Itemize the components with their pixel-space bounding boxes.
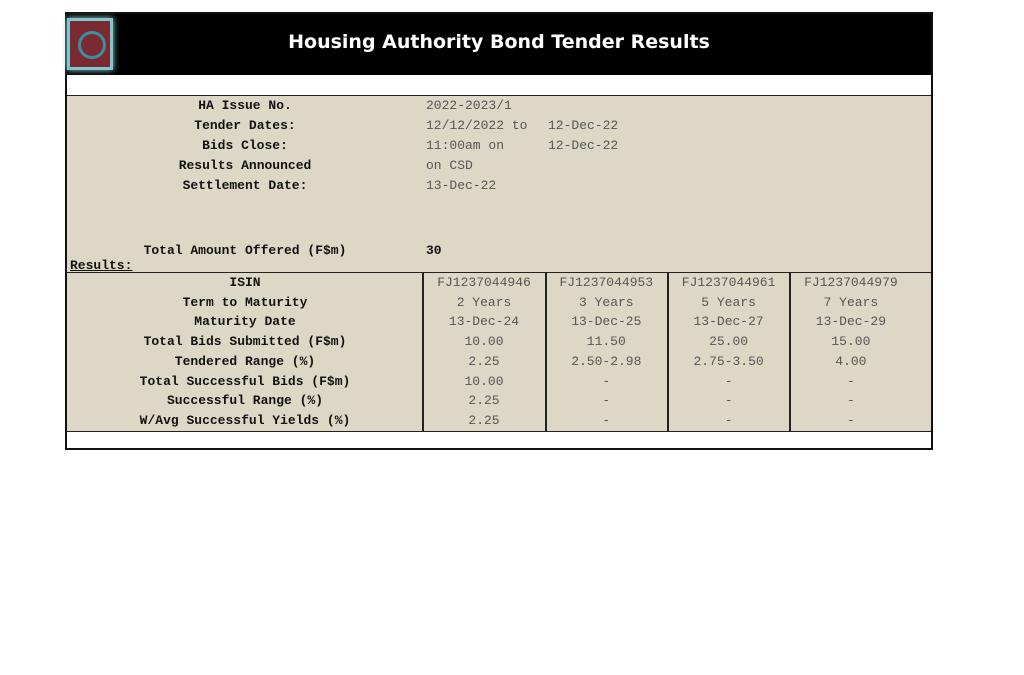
- table-cell: -: [602, 373, 611, 389]
- table-cell: FJ1237044979: [804, 275, 898, 290]
- info-value-2: 12-Dec-22: [548, 138, 619, 153]
- table-cell: 13-Dec-24: [448, 314, 520, 330]
- table-cell: -: [846, 393, 855, 409]
- table-cell: 13-Dec-25: [571, 314, 642, 330]
- divider: [422, 273, 424, 431]
- table-cell: 2.75-3.50: [693, 353, 764, 369]
- row-label: Tendered Range (%): [174, 353, 316, 369]
- header-bar: Housing Authority Bond Tender Results: [67, 14, 931, 75]
- info-label: HA Issue No.: [198, 98, 292, 113]
- row-label: Total Bids Submitted (F$m): [143, 334, 347, 350]
- total-offered-value: 30: [426, 243, 442, 258]
- table-cell: -: [724, 412, 733, 428]
- table-cell: -: [602, 393, 611, 409]
- table-cell: 7 Years: [823, 294, 879, 310]
- info-value: 2022-2023/1: [426, 98, 512, 113]
- info-label: Settlement Date:: [182, 178, 308, 193]
- divider: [545, 273, 547, 431]
- results-panel: Total Amount Offered (F$m) 30 Results: I…: [67, 95, 931, 432]
- table-cell: -: [724, 373, 733, 389]
- logo-icon: [67, 18, 113, 70]
- row-label: W/Avg Successful Yields (%): [139, 412, 351, 428]
- row-label: Successful Range (%): [166, 393, 324, 409]
- info-value-2: 12-Dec-22: [548, 118, 619, 133]
- table-cell: 15.00: [831, 334, 871, 350]
- table-cell: -: [602, 412, 611, 428]
- table-cell: 3 Years: [578, 294, 634, 310]
- table-cell: 2.25: [468, 393, 500, 409]
- info-value: 12/12/2022 to: [426, 118, 528, 133]
- table-cell: 5 Years: [701, 294, 756, 310]
- divider: [667, 273, 669, 431]
- table-cell: FJ1237044953: [559, 275, 654, 290]
- results-table: ISIN FJ1237044946 FJ1237044953 FJ1237044961…: [67, 272, 931, 431]
- table-cell: 13-Dec-29: [815, 314, 886, 330]
- tender-results-sheet: Housing Authority Bond Tender Results To…: [65, 12, 933, 450]
- info-label: Bids Close:: [202, 138, 288, 153]
- divider: [789, 273, 791, 431]
- table-cell: 25.00: [709, 334, 749, 350]
- page-title: Housing Authority Bond Tender Results: [288, 31, 710, 53]
- table-cell: FJ1237044961: [681, 275, 776, 290]
- row-label: Term to Maturity: [182, 294, 308, 310]
- table-cell: 2.25: [468, 353, 500, 369]
- table-cell: 13-Dec-27: [693, 314, 764, 330]
- table-cell: 2 Years: [456, 294, 512, 310]
- table-cell: 2.25: [468, 412, 500, 428]
- table-cell: -: [846, 373, 855, 389]
- total-offered-label: Total Amount Offered (F$m): [143, 243, 347, 258]
- info-value: on CSD: [426, 158, 473, 173]
- row-label: Maturity Date: [194, 314, 296, 330]
- table-cell: 10.00: [464, 334, 504, 350]
- table-cell: 2.50-2.98: [571, 353, 642, 369]
- info-label: Tender Dates:: [194, 118, 296, 133]
- table-cell: 11.50: [586, 334, 626, 350]
- table-cell: -: [724, 393, 733, 409]
- info-value: 11:00am on: [426, 138, 505, 153]
- results-label: Results:: [70, 258, 133, 273]
- info-label: Results Announced: [178, 158, 312, 173]
- row-label: ISIN: [229, 275, 261, 290]
- table-cell: 4.00: [835, 353, 867, 369]
- table-cell: FJ1237044946: [437, 275, 531, 290]
- table-cell: -: [846, 412, 855, 428]
- info-value: 13-Dec-22: [426, 178, 497, 193]
- table-cell: 10.00: [464, 373, 504, 389]
- row-label: Total Successful Bids (F$m): [139, 373, 351, 389]
